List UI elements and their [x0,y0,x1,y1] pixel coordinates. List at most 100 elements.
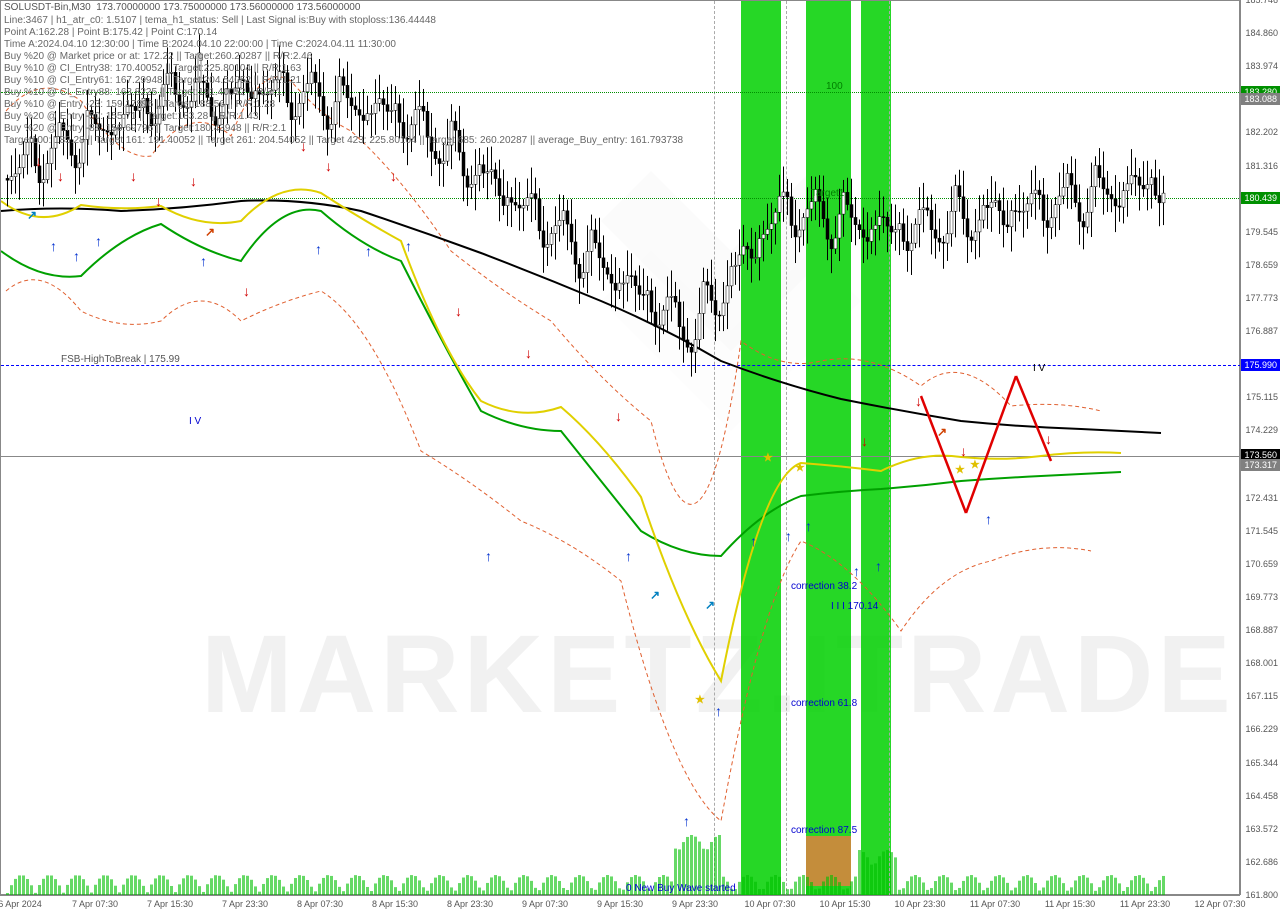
x-tick: 10 Apr 07:30 [744,899,795,909]
signal-arrow: ↑ [785,528,792,544]
chart-symbol: SOLUSDT-Bin,M30 173.70000000 173.7500000… [4,2,360,13]
signal-arrow: ↓ [525,345,532,361]
y-tick: 179.545 [1245,227,1278,237]
signal-arrow: ↓ [325,158,332,174]
signal-arrow: ↓ [57,168,64,184]
x-tick: 10 Apr 15:30 [819,899,870,909]
y-tick: 166.229 [1245,724,1278,734]
info-line: Target100: 183.28 || Target 161: 191.400… [4,135,683,146]
info-line: Point A:162.28 | Point B:175.42 | Point … [4,27,217,38]
signal-arrow: ↑ [683,813,690,829]
signal-arrow: ↑ [750,533,757,549]
high-to-break-line [1,365,1241,366]
signal-arrow: ↑ [315,241,322,257]
signal-arrow: ↑ [805,518,812,534]
y-tick: 162.686 [1245,857,1278,867]
chart-label: correction 87.5 [791,825,857,836]
x-tick: 8 Apr 15:30 [372,899,418,909]
x-tick: 7 Apr 23:30 [222,899,268,909]
chart-area[interactable]: MARKETZ.ITRADE ↑↑↑↑↑↑↑↑↑↑↑↑↑↑↑↑↑↓↓↓↓↓↓↓↓… [0,0,1240,895]
chart-label: I V [1033,363,1045,374]
signal-arrow: ↑ [365,243,372,259]
x-tick: 8 Apr 23:30 [447,899,493,909]
signal-arrow: ↗ [205,225,215,239]
signal-arrow: ↑ [405,238,412,254]
x-tick: 7 Apr 07:30 [72,899,118,909]
y-tick: 181.316 [1245,161,1278,171]
chart-label: correction 61.8 [791,698,857,709]
y-tick: 178.659 [1245,260,1278,270]
y-tick: 172.431 [1245,493,1278,503]
x-tick: 11 Apr 15:30 [1045,899,1095,909]
x-tick: 9 Apr 15:30 [597,899,643,909]
signal-arrow: ↑ [853,563,860,579]
y-axis: 185.746184.860183.974183.088182.202181.3… [1240,0,1280,895]
signal-arrow: ↓ [35,153,42,169]
info-line: Line:3467 | h1_atr_c0: 1.5107 | tema_h1_… [4,15,436,26]
info-line: Time A:2024.04.10 12:30:00 | Time B:2024… [4,39,396,50]
chart-label: correction 38.2 [791,581,857,592]
signal-arrow: ↓ [861,433,868,449]
x-axis: 6 Apr 2024 7 Apr 07:30 7 Apr 15:30 7 Apr 23… [0,895,1240,920]
y-tick: 170.659 [1245,559,1278,569]
chart-label: 0 New Buy Wave started [626,883,736,894]
signal-arrow: ↓ [615,408,622,424]
signal-arrow: ↑ [485,548,492,564]
chart-label: I I I 170.14 [831,601,878,612]
y-tick: 177.773 [1245,293,1278,303]
x-tick: 7 Apr 15:30 [147,899,193,909]
x-tick: 6 Apr 2024 [0,899,42,909]
x-tick: 11 Apr 07:30 [970,899,1020,909]
time-marker-a [714,1,715,896]
signal-arrow: ↓ [455,303,462,319]
y-tick: 161.800 [1245,890,1278,900]
y-tick: 168.887 [1245,625,1278,635]
signal-arrow: ↓ [155,193,162,209]
info-line: Buy %20 @ Market price or at: 172.22 || … [4,51,312,62]
signal-arrow: ↓ [960,443,967,459]
y-tick: 174.229 [1245,425,1278,435]
signal-arrow: ★ [955,463,965,476]
signal-zone-1 [741,1,781,896]
y-tick: 171.545 [1245,526,1278,536]
signal-arrow: ↑ [715,703,722,719]
signal-arrow: ↓ [243,283,250,299]
signal-arrow: ↗ [27,208,37,222]
signal-zone-2 [806,1,851,896]
signal-arrow: ↓ [390,168,397,184]
x-tick: 8 Apr 07:30 [297,899,343,909]
signal-arrow: ★ [970,458,980,471]
y-tick: 175.115 [1246,392,1278,402]
y-tick: 183.974 [1245,61,1278,71]
signal-arrow: ↓ [190,173,197,189]
x-tick: 12 Apr 07:30 [1194,899,1245,909]
y-tick: 182.202 [1245,127,1278,137]
signal-arrow: ↗ [705,598,715,612]
x-tick: 9 Apr 23:30 [672,899,718,909]
y-tick: 163.572 [1245,824,1278,834]
signal-arrow: ↓ [130,168,137,184]
signal-arrow: ↑ [875,558,882,574]
hline-label: Target1 [811,188,844,199]
price-marker: 183.088 [1241,93,1280,105]
signal-arrow: ↓ [1045,431,1052,447]
signal-arrow: ↑ [95,233,102,249]
signal-zone-orange [806,836,851,886]
price-marker: 173.317 [1241,459,1280,471]
target-1-line [1,198,1241,199]
y-tick: 185.746 [1245,0,1278,5]
price-marker: 175.990 [1241,359,1280,371]
info-line: Buy %10 @ CI_Entry38: 170.40052 || Targe… [4,63,301,74]
y-tick: 164.458 [1245,791,1278,801]
info-line: Buy %10 @ CI_Entry88: 163.8225 || Target… [4,87,282,98]
signal-arrow: ↑ [50,238,57,254]
y-tick: 168.001 [1245,658,1278,668]
signal-arrow: ★ [763,451,773,464]
info-line: Buy %20 @ Entry -50: 155.71 || Target:18… [4,111,258,122]
signal-arrow: ↗ [650,588,660,602]
signal-arrow: ↓ [915,393,922,409]
signal-arrow: ↑ [985,511,992,527]
signal-arrow: ★ [795,461,805,474]
y-tick: 169.773 [1245,592,1278,602]
info-line: Buy %20 @ Entry -88: 150.69796 || Target… [4,123,286,134]
